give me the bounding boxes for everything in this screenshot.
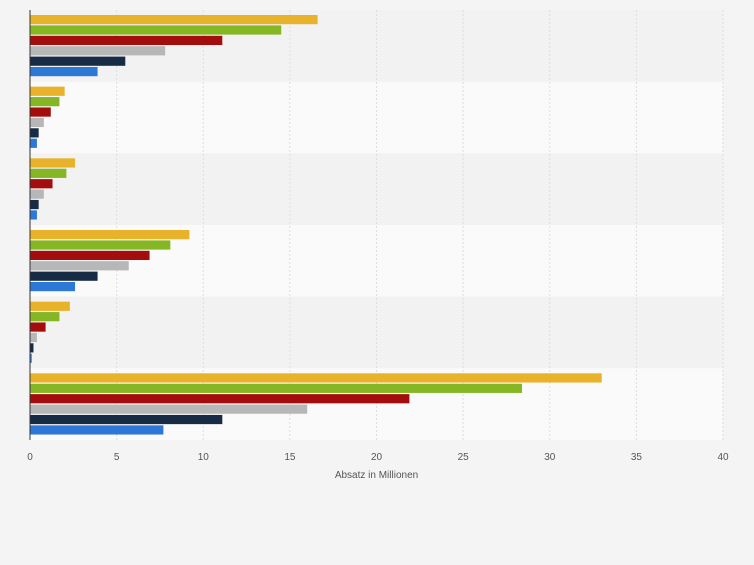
bar[interactable] bbox=[30, 35, 223, 45]
x-tick-label: 25 bbox=[458, 452, 470, 463]
bar[interactable] bbox=[30, 394, 410, 404]
bar[interactable] bbox=[30, 97, 60, 107]
bar[interactable] bbox=[30, 67, 98, 77]
x-tick-label: 40 bbox=[717, 452, 729, 463]
bar[interactable] bbox=[30, 25, 282, 35]
bars bbox=[30, 15, 602, 435]
bar[interactable] bbox=[30, 46, 166, 56]
bar[interactable] bbox=[30, 158, 76, 168]
bar[interactable] bbox=[30, 383, 523, 393]
bar[interactable] bbox=[30, 312, 60, 322]
category-band bbox=[30, 296, 723, 369]
bar[interactable] bbox=[30, 168, 67, 178]
bar[interactable] bbox=[30, 404, 308, 414]
x-tick-label: 20 bbox=[371, 452, 383, 463]
bar[interactable] bbox=[30, 282, 76, 292]
bar[interactable] bbox=[30, 353, 32, 363]
bar[interactable] bbox=[30, 301, 70, 311]
bar[interactable] bbox=[30, 271, 98, 281]
bar[interactable] bbox=[30, 86, 65, 96]
x-tick-label: 0 bbox=[27, 452, 33, 463]
bar[interactable] bbox=[30, 230, 190, 240]
bar[interactable] bbox=[30, 425, 164, 435]
x-tick-labels: 0 5 10 15 20 25 30 35 40 bbox=[27, 452, 729, 463]
bar[interactable] bbox=[30, 332, 37, 343]
x-tick-label: 5 bbox=[114, 452, 120, 463]
x-tick-label: 35 bbox=[631, 452, 643, 463]
bar[interactable] bbox=[30, 107, 51, 117]
bar[interactable] bbox=[30, 117, 44, 128]
bar[interactable] bbox=[30, 414, 223, 425]
bar[interactable] bbox=[30, 199, 39, 210]
bar[interactable] bbox=[30, 250, 150, 260]
x-tick-label: 30 bbox=[544, 452, 556, 463]
bar[interactable] bbox=[30, 322, 46, 332]
bar[interactable] bbox=[30, 189, 44, 199]
x-axis-label: Absatz in Millionen bbox=[335, 470, 418, 481]
category-bands bbox=[30, 10, 723, 440]
category-band bbox=[30, 81, 723, 154]
bar[interactable] bbox=[30, 261, 129, 271]
bar[interactable] bbox=[30, 56, 126, 66]
bar[interactable] bbox=[30, 373, 602, 383]
bar[interactable] bbox=[30, 179, 53, 189]
bar[interactable] bbox=[30, 240, 171, 250]
x-tick-label: 15 bbox=[284, 452, 296, 463]
bar[interactable] bbox=[30, 343, 34, 353]
bar[interactable] bbox=[30, 210, 37, 220]
bar[interactable] bbox=[30, 138, 37, 148]
category-band bbox=[30, 153, 723, 225]
bar[interactable] bbox=[30, 128, 39, 138]
x-tick-label: 10 bbox=[198, 452, 210, 463]
bar[interactable] bbox=[30, 15, 318, 25]
